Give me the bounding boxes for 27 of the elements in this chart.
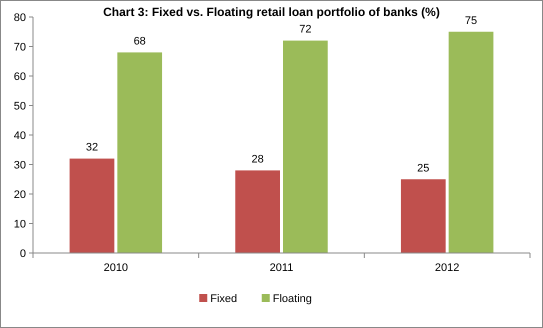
y-tick-label: 30: [14, 159, 26, 172]
x-tick-label: 2011: [270, 262, 294, 274]
data-label: 32: [86, 142, 98, 154]
legend-label: Fixed: [210, 292, 238, 305]
data-label: 28: [252, 153, 264, 166]
bar: [117, 52, 162, 253]
data-label: 75: [464, 14, 478, 27]
data-label: 72: [299, 24, 312, 36]
x-tick-label: 2012: [434, 262, 460, 274]
x-tick-label: 2010: [104, 262, 128, 274]
bar: [283, 40, 328, 253]
y-tick-label: 80: [14, 12, 26, 24]
y-tick-label: 10: [14, 218, 26, 230]
y-tick-label: 50: [14, 100, 26, 112]
data-label: 25: [417, 162, 430, 174]
data-label: 68: [134, 35, 146, 48]
y-tick-label: 70: [14, 41, 26, 54]
y-tick-label: 20: [14, 188, 26, 201]
bar: [70, 158, 114, 253]
y-tick-label: 40: [14, 130, 26, 142]
chart-title: Chart 3: Fixed vs. Floating retail loan portfolio of banks (%): [103, 5, 440, 19]
legend-label: Floating: [272, 292, 312, 305]
bar: [400, 179, 446, 253]
bar: [235, 170, 280, 253]
bar: [448, 32, 494, 253]
y-tick-label: 60: [14, 70, 26, 83]
y-tick-label: 0: [20, 248, 26, 260]
